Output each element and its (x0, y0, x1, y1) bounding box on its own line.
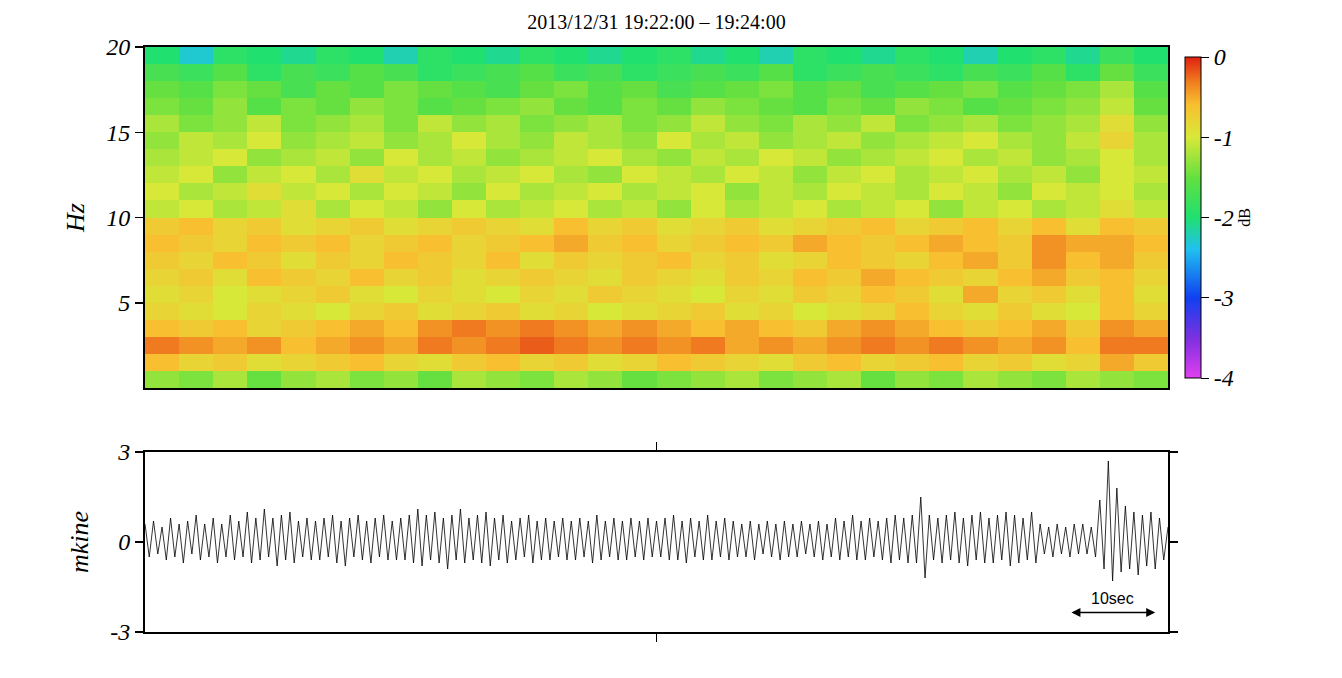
svg-text:-4: -4 (1214, 365, 1234, 391)
svg-text:10: 10 (106, 205, 130, 231)
svg-text:0: 0 (1214, 44, 1226, 70)
svg-text:5: 5 (118, 290, 130, 316)
svg-text:20: 20 (106, 34, 130, 60)
svg-text:0: 0 (118, 529, 130, 555)
svg-text:-1: -1 (1214, 125, 1234, 151)
svg-text:Hz: Hz (61, 203, 90, 233)
svg-text:10sec: 10sec (1091, 590, 1134, 607)
svg-text:-2: -2 (1214, 205, 1234, 231)
svg-text:dB: dB (1236, 208, 1253, 227)
svg-text:-3: -3 (1214, 285, 1234, 311)
svg-text:3: 3 (117, 439, 130, 465)
svg-text:15: 15 (106, 120, 130, 146)
svg-text:-3: -3 (110, 619, 130, 645)
svg-text:mkine: mkine (65, 511, 94, 573)
svg-text:2013/12/31 19:22:00 – 19:24:00: 2013/12/31 19:22:00 – 19:24:00 (527, 11, 785, 33)
